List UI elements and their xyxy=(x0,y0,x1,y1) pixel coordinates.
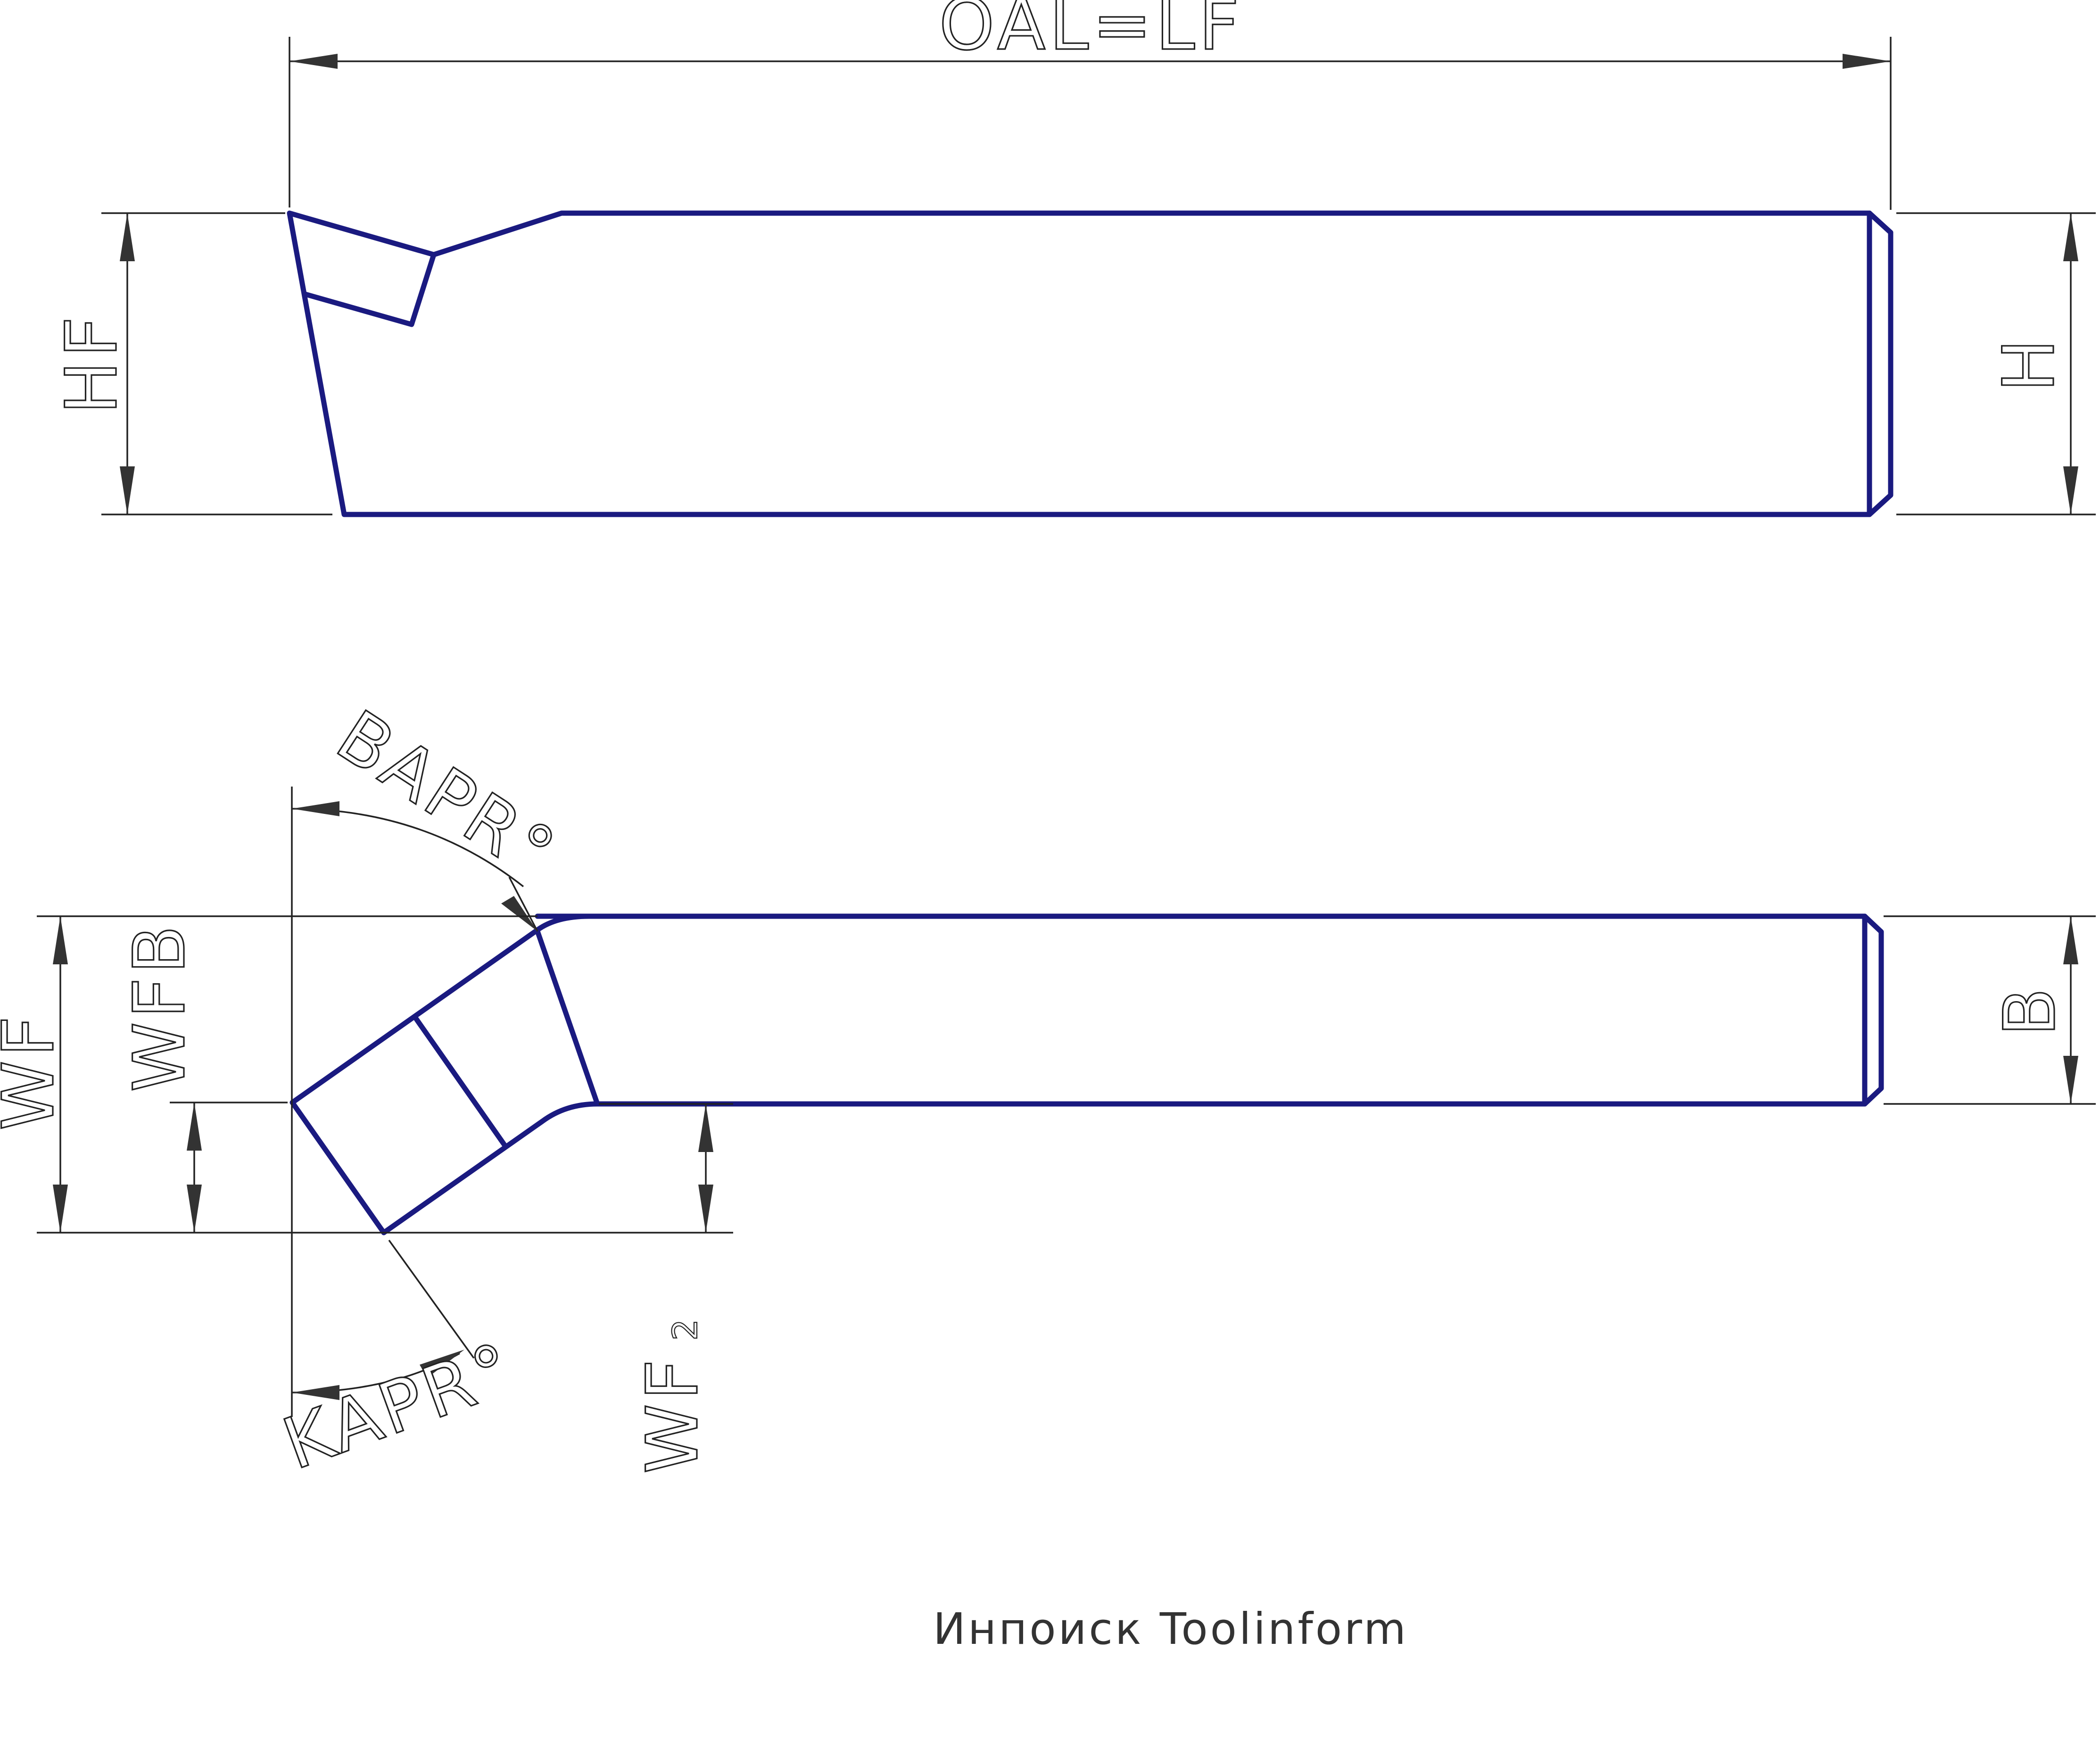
hf-arrow-bottom xyxy=(120,466,135,514)
h-label: H xyxy=(1988,335,2070,392)
wf-arrow-top xyxy=(53,916,68,964)
side-view-insert-outline xyxy=(303,252,437,327)
wf2-arrow-top xyxy=(698,1104,713,1152)
bapr-label: BAPR° xyxy=(322,695,571,896)
bapr-arrow-tip xyxy=(501,896,537,931)
top-view-insert-back-line xyxy=(413,1016,507,1148)
wf2-label: WF xyxy=(632,1356,714,1474)
wf2-dimension: WF 2 xyxy=(599,1103,733,1475)
b-arrow-top xyxy=(2063,916,2078,964)
wfb-label: WFB xyxy=(119,921,201,1092)
b-label: B xyxy=(1989,984,2071,1036)
hf-arrow-top xyxy=(120,213,135,261)
h-arrow-top xyxy=(2063,213,2078,261)
kapr-arrow-left xyxy=(292,1385,339,1400)
kapr-dimension: KAPR° xyxy=(273,1239,527,1486)
bapr-dimension: BAPR° xyxy=(291,694,572,932)
top-view-body-outline xyxy=(289,913,1884,1235)
oal-arrow-right xyxy=(1843,54,1891,69)
bapr-arrow-left xyxy=(292,801,339,816)
b-arrow-bottom xyxy=(2063,1056,2078,1104)
credit-text: Инпоиск Toolinform xyxy=(933,1604,1408,1654)
hf-label: HF xyxy=(51,313,133,414)
side-view-body-outline xyxy=(287,210,1893,517)
h-dimension: H xyxy=(1896,212,2096,515)
wf2-arrow-bottom xyxy=(698,1185,713,1233)
oal-arrow-left xyxy=(289,54,338,69)
h-arrow-bottom xyxy=(2063,466,2078,514)
wfb-dimension: WFB xyxy=(118,921,288,1233)
wfb-arrow-bottom xyxy=(187,1185,202,1233)
wf2-subscript: 2 xyxy=(665,1319,705,1341)
wf-label: WF xyxy=(0,1012,70,1131)
hf-dimension: HF xyxy=(50,212,332,515)
wfb-arrow-top xyxy=(187,1103,202,1151)
top-view: BAPR° KAPR° WF WFB xyxy=(0,694,2096,1486)
oal-lf-dimension: OAL=LF xyxy=(289,0,1892,210)
oal-lf-label: OAL=LF xyxy=(939,0,1243,66)
b-dimension: B xyxy=(1884,915,2096,1105)
wf-dimension: WF xyxy=(0,915,733,1234)
side-view: OAL=LF HF H xyxy=(50,0,2096,517)
kapr-arrow-right xyxy=(420,1350,464,1378)
top-view-insert-edge-line xyxy=(535,929,600,1107)
kapr-label: KAPR° xyxy=(273,1326,526,1485)
wf-arrow-bottom xyxy=(53,1185,68,1233)
